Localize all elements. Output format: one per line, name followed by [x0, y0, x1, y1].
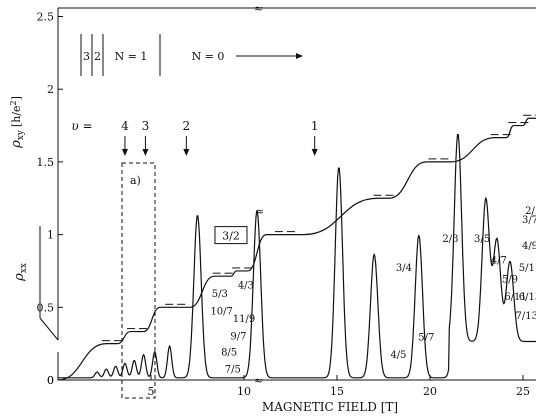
- fraction-label-5-7: 5/7: [418, 333, 434, 344]
- boxed-fractions: 3/21/2: [214, 226, 248, 245]
- boxed-fraction-3-2: 3/2: [222, 230, 240, 243]
- x-ticks: 51015202530: [148, 375, 530, 398]
- fraction-labels: 5/34/310/711/99/78/57/53/44/55/72/3 3/54/…: [210, 206, 536, 375]
- rho-xx-axis-label: ρxx: [12, 263, 29, 282]
- peak-marks: [97, 70, 536, 372]
- y-tick-label-1.5: 1.5: [37, 156, 55, 169]
- fraction-label-10-7: 10/7: [210, 307, 232, 318]
- fraction-label-4-5: 4/5: [390, 350, 406, 361]
- landau-level-3: 3: [83, 50, 90, 63]
- x-axis-break: ≈: [254, 374, 263, 387]
- landau-n0: N = 0: [192, 50, 225, 63]
- rho-xy-sub: xy: [16, 129, 26, 140]
- x-tick-label-20: 20: [423, 385, 437, 398]
- panel-a-label: a): [130, 174, 141, 187]
- panel-a-box: [121, 162, 156, 399]
- landau-n0-arrowhead: [296, 53, 303, 59]
- fraction-label-11-9: 11/9: [233, 314, 255, 325]
- axis-break-marks: ≈ ≈ ≈: [254, 2, 264, 387]
- top-axis-break: ≈: [254, 2, 263, 15]
- filling-prefix: υ =: [71, 119, 92, 133]
- x-tick-label-10: 10: [237, 385, 251, 398]
- fraction-label-3-5: 3/5: [474, 234, 490, 245]
- axes: [39, 7, 536, 381]
- rho-xx-axis-break: [39, 317, 59, 341]
- fraction-label-6-11: 6/11: [504, 292, 526, 303]
- filling-2: 2: [183, 119, 191, 133]
- rho-xy-symbol: ρ: [9, 140, 24, 149]
- rho-xx-sub: xx: [19, 263, 29, 273]
- fraction-label-2-3: 2/3: [442, 234, 458, 245]
- x-tick-label-15: 15: [330, 385, 344, 398]
- plateau-marks: [101, 114, 536, 342]
- rho-xy-unit-sup: 2: [9, 100, 18, 105]
- rho-xy-break: ≈: [255, 205, 264, 218]
- fraction-label-4-7: 4/7: [491, 256, 507, 267]
- rho-xy-unit: [h/e: [10, 105, 23, 127]
- fraction-label-2-: 2/: [525, 206, 535, 217]
- rho-xy-unit-end: ]: [10, 96, 23, 100]
- fraction-label-4-3: 4/3: [238, 280, 254, 291]
- rho-xx-zero-tick: 0: [47, 374, 54, 387]
- filling-arrowhead-3: [142, 149, 149, 156]
- rho-xx-curve: [58, 134, 536, 379]
- filling-1: 1: [311, 119, 319, 133]
- fraction-label-5-11: 5/11: [519, 263, 536, 274]
- fraction-label-4-9: 4/9: [522, 241, 536, 252]
- boxed-fraction-box-3-2: [214, 226, 248, 245]
- filling-arrowhead-2: [183, 149, 190, 156]
- filling-arrowhead-4: [121, 149, 128, 156]
- landau-level-2: 2: [94, 50, 101, 63]
- rho-xx-symbol: ρ: [12, 273, 27, 282]
- fraction-label-5-3: 5/3: [212, 289, 228, 300]
- landau-level-labels: 3 2 N = 1 N = 0: [80, 34, 303, 76]
- fraction-label-7-13: 7/13: [515, 311, 536, 322]
- y-tick-label-2: 2: [47, 83, 54, 96]
- y-tick-label-2.5: 2.5: [37, 11, 55, 24]
- fraction-label-9-7: 9/7: [230, 331, 246, 342]
- fraction-label-3-4: 3/4: [396, 263, 412, 274]
- fraction-label-6-13: 6/13: [519, 292, 536, 303]
- x-axis-label: MAGNETIC FIELD [T]: [262, 400, 398, 414]
- rho-xy-curve: [57, 117, 536, 381]
- x-tick-label-5: 5: [148, 385, 155, 398]
- x-tick-label-25: 25: [516, 385, 530, 398]
- filling-4: 4: [121, 119, 129, 133]
- y-ticks: 00.511.522.50: [37, 11, 63, 387]
- landau-n1: N = 1: [115, 50, 148, 63]
- fraction-label-7-5: 7/5: [225, 365, 241, 376]
- fraction-label-5-9: 5/9: [502, 275, 518, 286]
- filling-3: 3: [142, 119, 150, 133]
- fraction-label-3-7: 3/7: [522, 215, 536, 226]
- y-tick-label-0.5: 0.5: [37, 301, 55, 314]
- fraction-label-8-5: 8/5: [221, 347, 237, 358]
- y-tick-label-1: 1: [47, 229, 54, 242]
- y-tick-label-0: 0: [47, 374, 54, 387]
- filling-arrowhead-1: [311, 149, 318, 156]
- rho-xy-axis-label: ρxy [h/e2]: [9, 96, 26, 149]
